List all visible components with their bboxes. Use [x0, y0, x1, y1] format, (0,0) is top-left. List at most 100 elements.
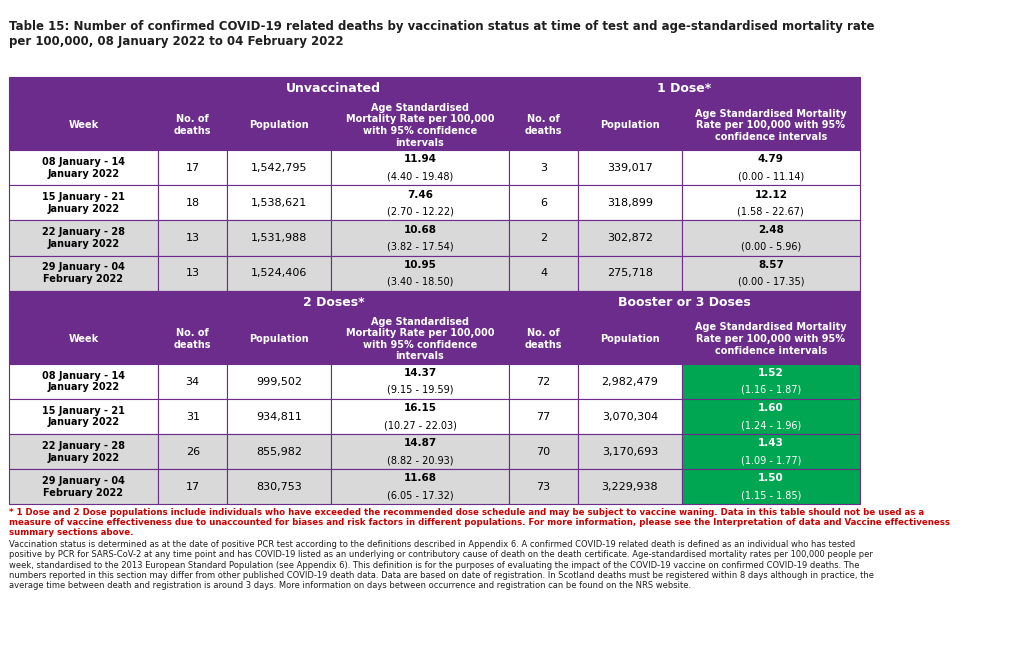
- Bar: [579, 469, 682, 504]
- Text: Population: Population: [249, 334, 309, 344]
- Bar: [227, 100, 331, 150]
- Text: * 1 Dose and 2 Dose populations include individuals who have exceeded the recomm: * 1 Dose and 2 Dose populations include …: [8, 508, 949, 538]
- Text: (3.82 - 17.54): (3.82 - 17.54): [387, 241, 454, 251]
- Text: Age Standardised
Mortality Rate per 100,000
with 95% confidence
intervals: Age Standardised Mortality Rate per 100,…: [346, 103, 495, 148]
- Bar: [579, 150, 682, 186]
- Bar: [331, 399, 509, 434]
- Bar: [8, 150, 159, 186]
- Text: 934,811: 934,811: [256, 411, 302, 422]
- Bar: [509, 291, 860, 314]
- Bar: [8, 291, 159, 314]
- Text: 2.48: 2.48: [758, 224, 783, 234]
- Text: (6.05 - 17.32): (6.05 - 17.32): [387, 490, 454, 500]
- Bar: [159, 364, 227, 399]
- Text: 08 January - 14
January 2022: 08 January - 14 January 2022: [42, 157, 125, 178]
- Bar: [8, 186, 159, 220]
- Bar: [682, 434, 860, 469]
- Bar: [579, 220, 682, 256]
- Text: 10.95: 10.95: [403, 260, 436, 270]
- Bar: [579, 100, 682, 150]
- Text: 17: 17: [185, 482, 200, 492]
- Text: 4.79: 4.79: [758, 154, 783, 164]
- Bar: [227, 399, 331, 434]
- Bar: [579, 399, 682, 434]
- Text: 12.12: 12.12: [755, 190, 787, 200]
- Text: 31: 31: [185, 411, 200, 422]
- Bar: [509, 399, 579, 434]
- Text: 11.68: 11.68: [403, 474, 436, 484]
- Text: 339,017: 339,017: [607, 163, 652, 173]
- Bar: [509, 469, 579, 504]
- Text: Week: Week: [69, 120, 98, 130]
- Text: 08 January - 14
January 2022: 08 January - 14 January 2022: [42, 371, 125, 392]
- Text: (1.15 - 1.85): (1.15 - 1.85): [740, 490, 801, 500]
- Text: (0.00 - 17.35): (0.00 - 17.35): [737, 277, 804, 287]
- Text: 3,070,304: 3,070,304: [602, 411, 658, 422]
- Text: 2 Doses*: 2 Doses*: [303, 296, 365, 309]
- Text: 11.94: 11.94: [403, 154, 436, 164]
- Text: 15 January - 21
January 2022: 15 January - 21 January 2022: [42, 406, 125, 428]
- Bar: [159, 220, 227, 256]
- Bar: [8, 364, 159, 399]
- Bar: [8, 434, 159, 469]
- Bar: [509, 100, 579, 150]
- Text: 14.87: 14.87: [403, 438, 436, 448]
- Bar: [8, 399, 159, 434]
- Text: Vaccination status is determined as at the date of positive PCR test according t: Vaccination status is determined as at t…: [8, 540, 873, 591]
- Bar: [682, 186, 860, 220]
- Bar: [579, 314, 682, 364]
- Text: 22 January - 28
January 2022: 22 January - 28 January 2022: [42, 227, 125, 248]
- Bar: [682, 364, 860, 399]
- Text: 1.43: 1.43: [758, 438, 783, 448]
- Bar: [331, 469, 509, 504]
- Text: 275,718: 275,718: [607, 268, 653, 278]
- Bar: [227, 150, 331, 186]
- Bar: [159, 314, 227, 364]
- Bar: [509, 150, 579, 186]
- Bar: [579, 364, 682, 399]
- Text: Table 15: Number of confirmed COVID-19 related deaths by vaccination status at t: Table 15: Number of confirmed COVID-19 r…: [8, 20, 874, 48]
- Text: Population: Population: [600, 334, 659, 344]
- Bar: [509, 186, 579, 220]
- Bar: [509, 256, 579, 291]
- Bar: [8, 77, 159, 100]
- Bar: [159, 469, 227, 504]
- Bar: [682, 399, 860, 434]
- Bar: [331, 314, 509, 364]
- Bar: [509, 364, 579, 399]
- Text: 26: 26: [185, 447, 200, 457]
- Bar: [227, 314, 331, 364]
- Text: 1.60: 1.60: [758, 403, 783, 413]
- Text: 34: 34: [185, 377, 200, 387]
- Text: 3: 3: [540, 163, 547, 173]
- Text: Age Standardised Mortality
Rate per 100,000 with 95%
confidence intervals: Age Standardised Mortality Rate per 100,…: [695, 109, 847, 142]
- Bar: [509, 434, 579, 469]
- Bar: [682, 314, 860, 364]
- Text: 855,982: 855,982: [256, 447, 302, 457]
- Text: 13: 13: [185, 268, 200, 278]
- Bar: [159, 291, 509, 314]
- Text: 3,170,693: 3,170,693: [602, 447, 658, 457]
- Text: 17: 17: [185, 163, 200, 173]
- Text: 1,531,988: 1,531,988: [251, 233, 307, 243]
- Text: 77: 77: [537, 411, 551, 422]
- Bar: [227, 220, 331, 256]
- Bar: [159, 434, 227, 469]
- Text: 29 January - 04
February 2022: 29 January - 04 February 2022: [42, 263, 125, 284]
- Text: No. of
deaths: No. of deaths: [525, 114, 562, 136]
- Text: (9.15 - 19.59): (9.15 - 19.59): [387, 385, 454, 395]
- Bar: [227, 186, 331, 220]
- Text: (3.40 - 18.50): (3.40 - 18.50): [387, 277, 454, 287]
- Text: 302,872: 302,872: [607, 233, 653, 243]
- Text: 14.37: 14.37: [403, 368, 436, 378]
- Bar: [227, 256, 331, 291]
- Bar: [159, 256, 227, 291]
- Text: 6: 6: [540, 198, 547, 208]
- Bar: [509, 77, 860, 100]
- Text: No. of
deaths: No. of deaths: [174, 328, 212, 350]
- Bar: [579, 256, 682, 291]
- Text: (2.70 - 12.22): (2.70 - 12.22): [386, 206, 454, 216]
- Text: 830,753: 830,753: [256, 482, 302, 492]
- Bar: [331, 150, 509, 186]
- Text: Unvaccinated: Unvaccinated: [286, 82, 381, 95]
